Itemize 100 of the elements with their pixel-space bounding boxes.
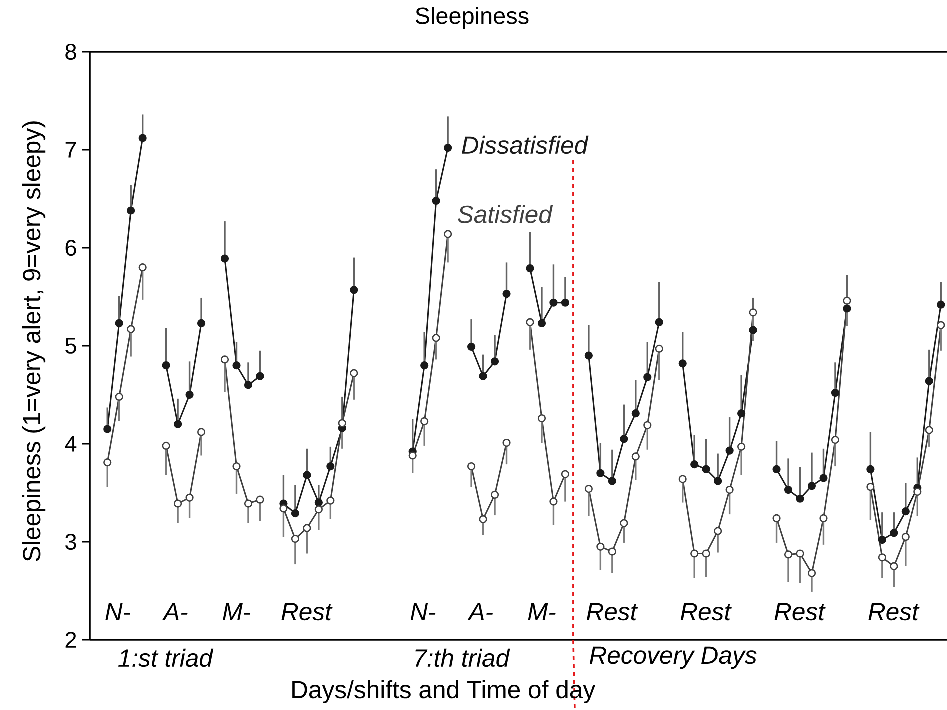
- series-label: Dissatisfied: [462, 136, 589, 154]
- text: 1:st triad: [118, 648, 214, 668]
- point: [831, 436, 840, 444]
- point: [890, 529, 898, 538]
- point: [796, 494, 804, 503]
- point: [502, 438, 511, 448]
- point: [772, 514, 781, 523]
- point: [479, 372, 488, 380]
- point: [902, 533, 910, 542]
- point: [538, 319, 546, 328]
- point: [749, 326, 758, 334]
- point: [138, 264, 147, 272]
- text: 7:th triad: [416, 648, 510, 668]
- point: [256, 372, 264, 380]
- point: [738, 410, 746, 418]
- annotation: Rest: [586, 603, 638, 621]
- point: [714, 477, 722, 486]
- point: [197, 319, 206, 328]
- annotation: Rest: [680, 603, 732, 621]
- point: [350, 369, 358, 378]
- y-tick-label: 4: [65, 436, 77, 452]
- annotation: M-: [528, 603, 556, 621]
- point: [808, 482, 816, 490]
- point: [104, 425, 112, 434]
- y-tick-label: 7: [66, 142, 76, 158]
- y-tick-label: 5: [66, 338, 76, 354]
- y-tick-label: 8: [66, 44, 76, 60]
- point: [115, 319, 124, 328]
- y-tick-label: 6: [66, 240, 76, 256]
- point: [420, 417, 429, 426]
- point: [232, 462, 241, 471]
- annotation: M-: [223, 603, 251, 621]
- point: [197, 428, 206, 436]
- point: [644, 373, 652, 382]
- point: [596, 542, 605, 551]
- annotation: A-: [468, 603, 494, 621]
- point: [127, 325, 136, 334]
- y-tick-label: 3: [66, 534, 76, 550]
- point: [444, 230, 452, 238]
- point: [808, 569, 816, 578]
- point: [104, 458, 112, 467]
- point: [820, 474, 828, 482]
- point: [127, 206, 136, 215]
- point: [115, 392, 124, 401]
- point: [749, 308, 758, 317]
- annotation: N-: [106, 603, 130, 621]
- point: [714, 527, 722, 536]
- point: [526, 264, 534, 273]
- point: [702, 550, 710, 558]
- point: [914, 488, 922, 496]
- point: [584, 485, 593, 494]
- point: [925, 426, 934, 434]
- point: [784, 486, 793, 494]
- point: [326, 462, 335, 471]
- point: [655, 344, 664, 353]
- point: [925, 377, 934, 386]
- point: [174, 500, 182, 508]
- point: [726, 446, 734, 455]
- point: [538, 414, 546, 423]
- point: [244, 381, 253, 390]
- point: [220, 356, 230, 364]
- point: [314, 498, 323, 507]
- annotation: A-: [162, 603, 188, 621]
- point: [866, 465, 875, 474]
- point: [326, 496, 335, 505]
- point: [303, 524, 312, 532]
- point: [632, 410, 640, 418]
- point: [831, 388, 840, 398]
- series-label: Satisfied: [458, 205, 554, 224]
- point: [608, 477, 616, 486]
- point: [314, 506, 323, 514]
- point: [620, 519, 628, 528]
- point: [890, 562, 898, 571]
- point: [408, 452, 417, 460]
- point: [526, 318, 534, 327]
- point: [678, 475, 687, 484]
- annotation: Rest: [868, 603, 920, 621]
- point: [878, 536, 886, 544]
- point: [655, 318, 664, 327]
- point: [678, 360, 687, 368]
- point: [644, 421, 652, 430]
- point: [632, 452, 640, 461]
- point: [726, 486, 734, 494]
- point: [843, 304, 852, 313]
- point: [866, 483, 875, 492]
- point: [220, 254, 230, 263]
- point: [937, 300, 946, 309]
- point: [280, 504, 288, 513]
- point: [550, 498, 558, 506]
- point: [561, 298, 570, 307]
- point: [490, 490, 500, 499]
- point: [467, 462, 476, 471]
- point: [550, 298, 558, 307]
- point: [162, 362, 170, 370]
- point: [690, 550, 699, 558]
- point: [596, 469, 605, 478]
- point: [490, 358, 500, 366]
- annotation: N-: [410, 603, 436, 621]
- point: [444, 144, 452, 152]
- point: [291, 535, 300, 544]
